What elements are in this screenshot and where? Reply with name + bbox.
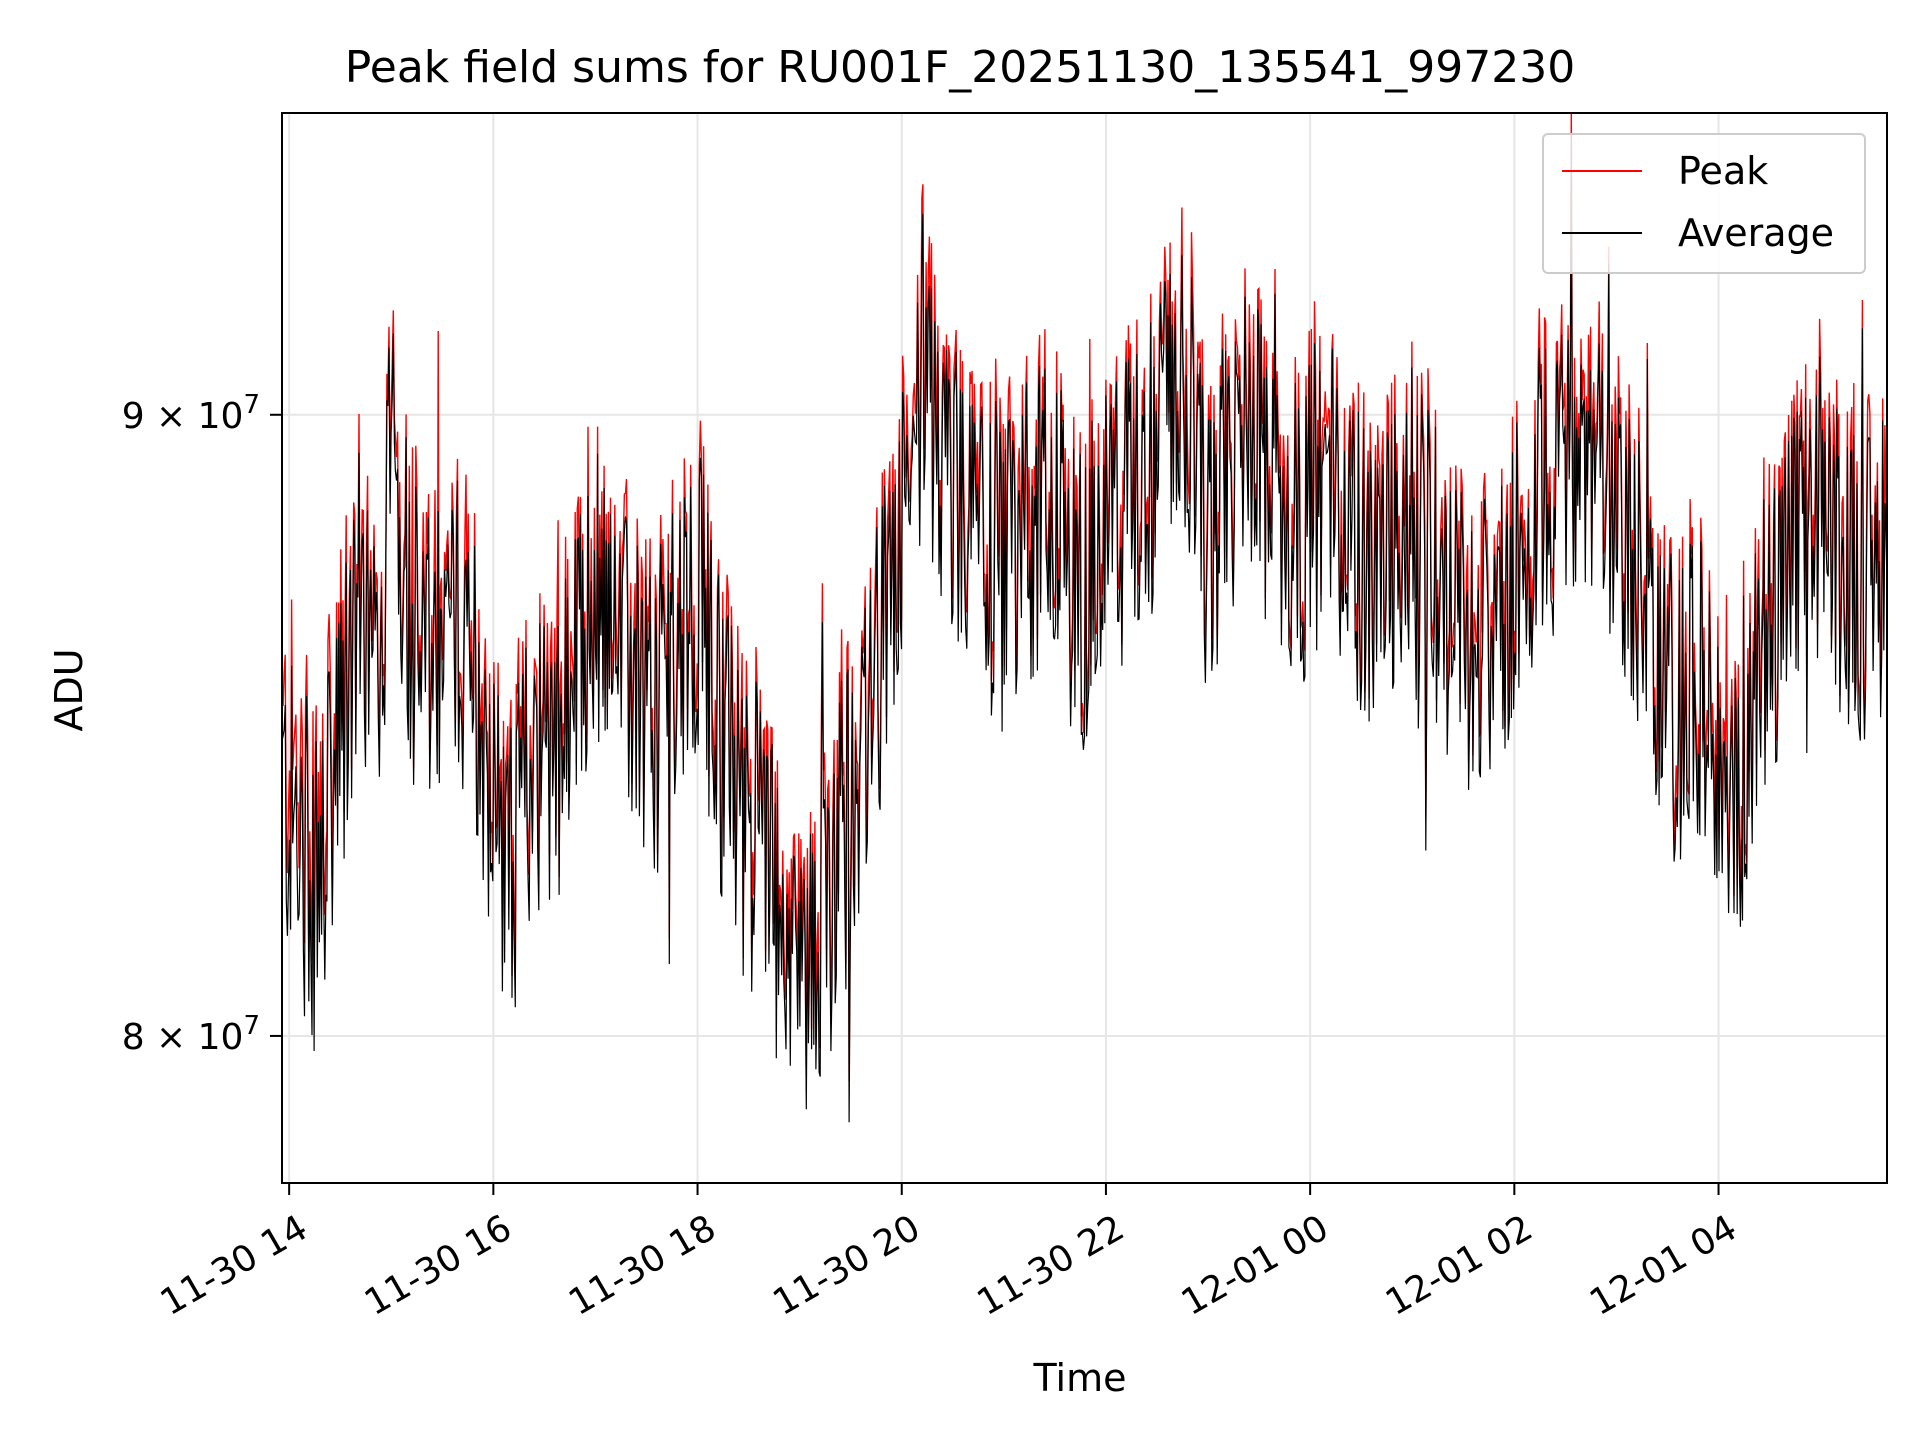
legend: Peak Average (1542, 133, 1866, 274)
legend-swatch-peak (1562, 170, 1642, 172)
grid-layer (282, 113, 1887, 1183)
y-tick-label: 9 × 107 (122, 390, 260, 437)
legend-item-peak: Peak (1562, 149, 1768, 193)
legend-swatch-average (1562, 232, 1642, 234)
y-tick-label: 8 × 107 (122, 1011, 260, 1058)
y-axis-label: ADU (47, 648, 91, 732)
x-axis-label: Time (1033, 1356, 1127, 1400)
legend-label-average: Average (1678, 211, 1835, 255)
chart-title: Peak field sums for RU001F_20251130_1355… (344, 42, 1576, 93)
series-layer (281, 113, 1888, 1123)
plot-frame (281, 112, 1888, 1184)
legend-label-peak: Peak (1678, 149, 1769, 193)
legend-item-average: Average (1562, 211, 1834, 255)
series-average-line (281, 134, 1888, 1123)
